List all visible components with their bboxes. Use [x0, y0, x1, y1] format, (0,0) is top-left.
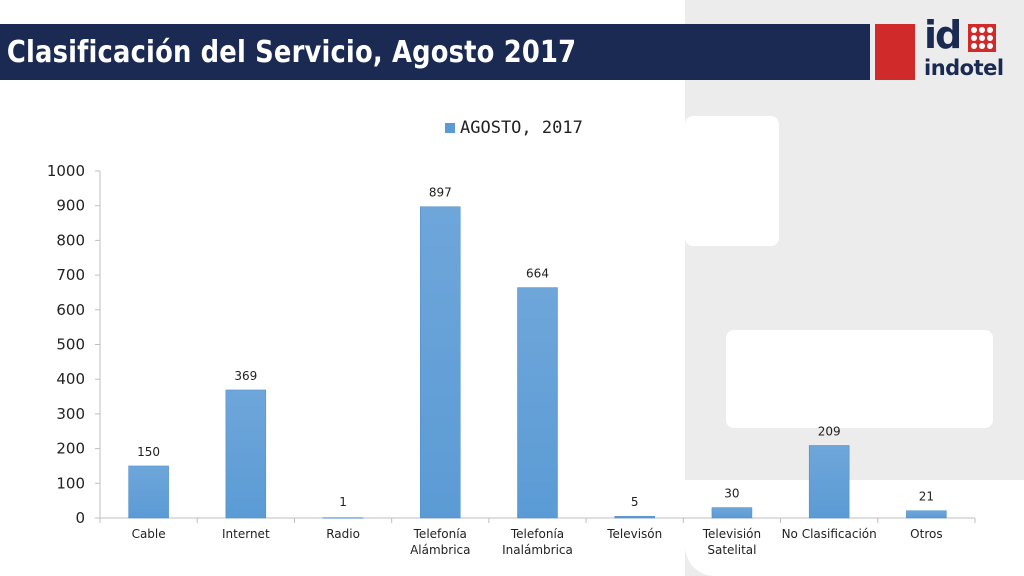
legend-label: AGOSTO, 2017: [460, 118, 583, 138]
data-label: 664: [526, 267, 549, 281]
y-tick-label: 1000: [47, 162, 85, 180]
bar: [614, 516, 655, 519]
y-tick-label: 500: [56, 336, 85, 354]
data-label: 897: [429, 186, 452, 200]
y-tick-label: 900: [56, 197, 85, 215]
x-tick-label: Cable: [132, 527, 166, 541]
logo-grid-icon: [968, 24, 996, 52]
y-tick-label: 400: [56, 370, 85, 388]
x-tick-label: Televisión: [702, 527, 761, 541]
bar: [322, 517, 364, 519]
accent-block: [875, 24, 915, 80]
bar: [128, 465, 169, 519]
background-card-bottom: [685, 480, 1024, 576]
chart-legend: AGOSTO, 2017: [445, 118, 583, 138]
y-tick-label: 200: [56, 440, 85, 458]
data-label: 30: [724, 487, 739, 501]
x-tick-label: No Clasificación: [782, 527, 877, 541]
bar: [225, 389, 267, 519]
data-label: 21: [919, 490, 934, 504]
legend-swatch: [445, 123, 455, 133]
y-tick-label: 700: [56, 266, 85, 284]
x-tick-label: Satelital: [707, 543, 756, 557]
indotel-logo: id indotel: [922, 16, 1004, 84]
bar: [808, 445, 850, 519]
x-tick-label: Radio: [326, 527, 360, 541]
bar: [906, 510, 947, 519]
bar: [420, 206, 461, 519]
background-card-lower: [726, 330, 993, 428]
background-card-upper: [685, 116, 779, 246]
x-tick-label: Telefonía: [510, 527, 564, 541]
data-label: 1: [339, 495, 347, 509]
y-tick-label: 300: [56, 405, 85, 423]
x-tick-label: Otros: [910, 527, 942, 541]
x-tick-label: Telefonía: [413, 527, 467, 541]
x-tick-label: Internet: [222, 527, 270, 541]
title-bar: Clasificación del Servicio, Agosto 2017: [0, 24, 870, 80]
y-tick-label: 100: [56, 474, 85, 492]
logo-name: indotel: [924, 56, 1004, 80]
bar: [711, 507, 753, 519]
data-label: 209: [818, 424, 841, 438]
data-label: 369: [234, 369, 257, 383]
data-label: 5: [631, 495, 639, 509]
y-tick-label: 0: [75, 509, 85, 527]
data-label: 150: [137, 445, 160, 459]
y-tick-label: 600: [56, 301, 85, 319]
page-title: Clasificación del Servicio, Agosto 2017: [6, 34, 577, 70]
x-tick-label: Inalámbrica: [502, 543, 573, 557]
logo-mark: id: [924, 13, 962, 57]
x-tick-label: Alámbrica: [410, 543, 470, 557]
bar: [517, 287, 558, 519]
y-tick-label: 800: [56, 231, 85, 249]
x-tick-label: Televisón: [606, 527, 662, 541]
